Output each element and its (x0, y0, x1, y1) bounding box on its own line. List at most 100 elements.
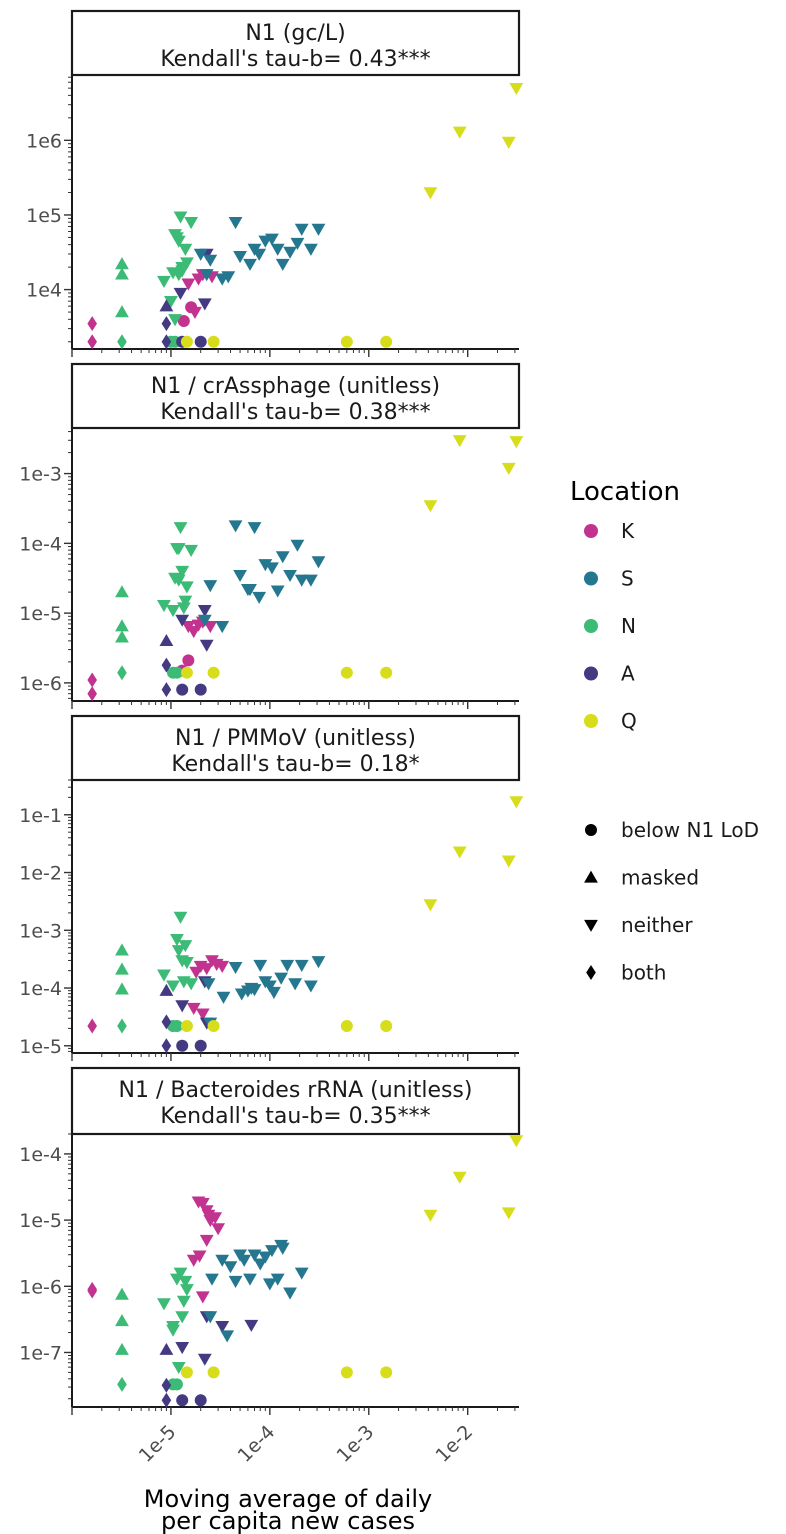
data-point (194, 683, 207, 696)
data-point (243, 258, 257, 271)
legend-color-key (584, 666, 598, 681)
data-point (161, 1392, 172, 1408)
data-point (117, 665, 127, 681)
data-point (290, 539, 305, 552)
data-point (201, 978, 216, 991)
data-point (168, 229, 182, 242)
data-point (207, 1366, 220, 1379)
data-point (199, 639, 214, 652)
data-point (87, 316, 97, 332)
data-point (501, 462, 516, 475)
panel-1: N1 (gc/L)Kendall's tau-b= 0.43***1e41e51… (26, 9, 524, 357)
data-point (509, 436, 524, 449)
legend-shape-label: below N1 LoD (621, 818, 759, 842)
data-point (194, 1394, 207, 1407)
data-point (176, 683, 189, 696)
data-point (161, 1377, 172, 1393)
y-tick-label: 1e-6 (19, 673, 62, 695)
data-point (452, 126, 467, 139)
data-point (501, 136, 516, 149)
data-point (178, 1275, 193, 1288)
data-point (180, 1366, 193, 1379)
data-point (275, 258, 290, 271)
data-point (380, 335, 393, 348)
data-point (509, 796, 524, 809)
data-point (311, 956, 326, 969)
legend-location-label: Q (621, 709, 637, 733)
data-point (157, 599, 171, 613)
x-tick-label: 1e-3 (333, 1421, 379, 1467)
legend-location-label: A (621, 662, 635, 686)
data-point (501, 1207, 516, 1220)
data-point (157, 1298, 171, 1311)
data-point (195, 1198, 210, 1211)
legend-color-key (584, 524, 598, 538)
legend-shape-key (584, 919, 598, 932)
data-point (87, 1018, 97, 1034)
data-point (170, 934, 184, 947)
panel-x-ticks (71, 349, 516, 357)
data-point (180, 666, 193, 679)
data-point (159, 983, 174, 996)
data-point (170, 1378, 183, 1391)
data-point (207, 1020, 220, 1033)
data-point (501, 855, 516, 868)
data-point (265, 562, 279, 575)
data-point (340, 666, 353, 679)
data-point (270, 585, 285, 598)
data-point (311, 556, 326, 569)
data-point (87, 686, 97, 702)
data-point (340, 1020, 353, 1033)
panel-subtitle: Kendall's tau-b= 0.18* (171, 752, 419, 777)
y-tick-label: 1e-4 (19, 978, 62, 1000)
data-point (166, 980, 180, 993)
data-point (252, 248, 267, 261)
data-point (203, 254, 218, 267)
data-point (87, 1283, 97, 1299)
data-point (197, 298, 212, 311)
panel-title: N1 / PMMoV (unitless) (175, 726, 416, 751)
data-point (175, 1311, 190, 1324)
data-point (180, 1020, 193, 1033)
data-point (157, 275, 171, 288)
data-point (176, 1295, 191, 1308)
data-point (247, 1249, 262, 1262)
data-point (233, 569, 247, 583)
data-point (252, 591, 267, 604)
data-point (173, 211, 188, 224)
panel-4: N1 / Bacteroides rRNA (unitless)Kendall'… (19, 1066, 524, 1415)
data-point (175, 614, 190, 627)
panel-strip (70, 9, 521, 77)
x-tick-label: 1e-4 (234, 1421, 280, 1467)
data-point (233, 251, 247, 264)
data-point (161, 657, 172, 673)
y-axis: 1e-5 1e-4 1e-3 1e-2 1e-1 (19, 779, 72, 1058)
data-point (294, 574, 309, 587)
data-point (452, 846, 467, 859)
legend-shape-key (584, 870, 598, 883)
y-axis: 1e4 1e5 1e6 (26, 76, 72, 343)
data-point (180, 335, 193, 348)
data-point (304, 243, 318, 256)
data-point (452, 435, 467, 448)
data-point (199, 269, 214, 282)
data-point (176, 602, 191, 615)
data-point (294, 959, 309, 972)
data-point (199, 963, 214, 976)
data-point (161, 334, 172, 350)
data-point (207, 666, 220, 679)
legend-location-label: N (621, 614, 636, 638)
data-point (201, 1209, 216, 1222)
y-tick-label: 1e4 (26, 280, 62, 302)
data-point (452, 1171, 467, 1184)
panel-strip (70, 362, 521, 430)
y-tick-label: 1e6 (26, 130, 62, 152)
data-point (280, 959, 295, 972)
data-point (304, 980, 318, 993)
legend-shape-key (586, 965, 596, 980)
data-point (184, 217, 199, 230)
data-point (178, 243, 193, 256)
data-point (509, 1135, 524, 1148)
data-point (215, 960, 230, 973)
